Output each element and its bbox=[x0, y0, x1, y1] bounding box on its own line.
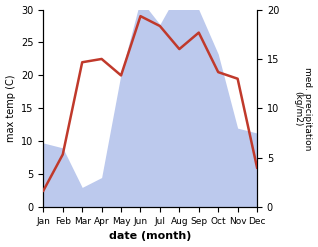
Y-axis label: max temp (C): max temp (C) bbox=[5, 75, 16, 142]
Y-axis label: med. precipitation
(kg/m2): med. precipitation (kg/m2) bbox=[293, 67, 313, 150]
X-axis label: date (month): date (month) bbox=[109, 231, 191, 242]
